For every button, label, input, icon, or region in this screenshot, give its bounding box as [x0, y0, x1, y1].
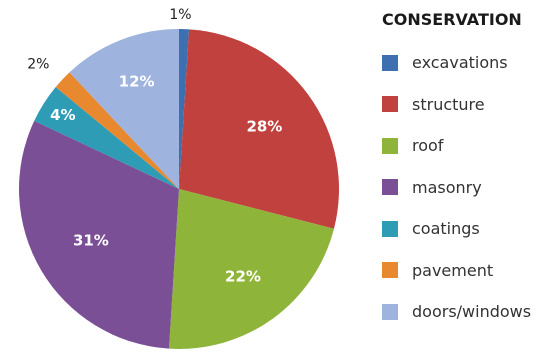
data-label-coatings: 4% [50, 106, 75, 124]
pie-slice-pavement [55, 72, 179, 189]
pie-slice-doors-windows [69, 29, 179, 189]
legend-swatch-masonry [382, 179, 398, 196]
pie-slices [18, 29, 339, 349]
data-label-pavement: 2% [27, 56, 49, 72]
pie-slice-coatings [34, 87, 179, 189]
pie-slice-masonry [18, 120, 179, 349]
legend-label-excavations: excavations [412, 53, 508, 73]
legend-item-doors-windows: doors/windows [382, 291, 540, 333]
data-label-doors-windows: 12% [119, 72, 155, 90]
legend-swatch-coatings [382, 220, 398, 237]
legend-title: CONSERVATION [382, 10, 522, 29]
pie-slice-structure [179, 29, 339, 229]
pie-data-labels: 1% 28% 22% 31% 4% 2% 12% [27, 7, 282, 285]
legend: CONSERVATION excavations structure roof … [382, 10, 540, 333]
legend-item-roof: roof [382, 125, 540, 167]
legend-label-coatings: coatings [412, 219, 480, 239]
legend-item-pavement: pavement [382, 250, 540, 292]
legend-swatch-doors-windows [382, 303, 398, 320]
legend-label-roof: roof [412, 136, 444, 156]
legend-label-doors-windows: doors/windows [412, 302, 532, 322]
legend-swatch-roof [382, 137, 398, 154]
legend-item-excavations: excavations [382, 42, 540, 84]
legend-item-masonry: masonry [382, 167, 540, 209]
pie-slice-excavations [179, 29, 190, 189]
legend-swatch-pavement [382, 262, 398, 279]
pie-slice-roof [168, 189, 334, 349]
legend-label-pavement: pavement [412, 260, 494, 280]
legend-item-coatings: coatings [382, 208, 540, 250]
data-label-roof: 22% [225, 268, 261, 286]
data-label-excavations: 1% [169, 7, 191, 23]
legend-item-structure: structure [382, 84, 540, 126]
legend-swatch-structure [382, 96, 398, 113]
data-label-structure: 28% [246, 117, 282, 135]
legend-swatch-excavations [382, 54, 398, 71]
data-label-masonry: 31% [73, 232, 109, 250]
legend-label-masonry: masonry [412, 177, 482, 197]
legend-label-structure: structure [412, 94, 485, 114]
